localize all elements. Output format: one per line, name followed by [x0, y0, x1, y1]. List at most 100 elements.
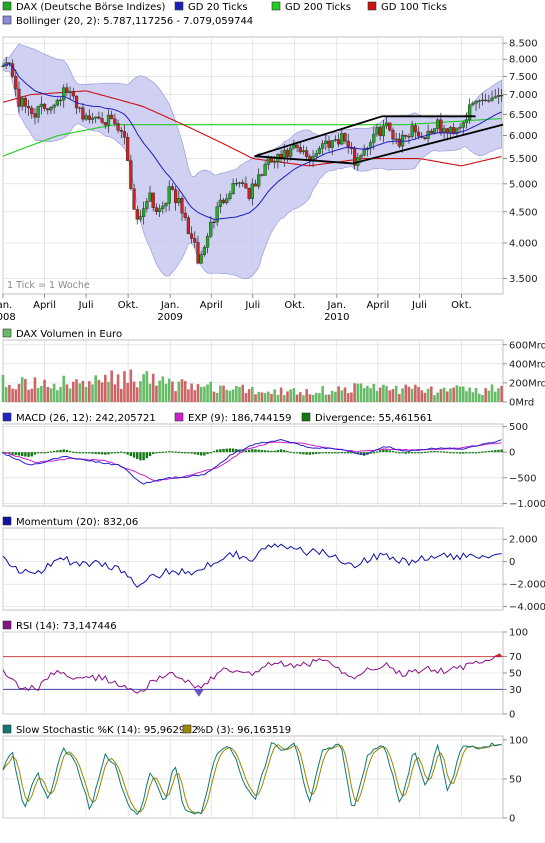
candle-body	[20, 97, 24, 107]
candle	[327, 136, 331, 152]
macd-legend-swatch-1	[174, 412, 184, 422]
candle	[298, 142, 302, 155]
candle-body	[154, 207, 159, 212]
candle	[464, 112, 469, 129]
volume-bar	[244, 393, 248, 402]
volume-bar	[270, 393, 273, 402]
volume-bar	[193, 390, 197, 402]
divergence-bar	[455, 452, 459, 454]
candle	[343, 132, 347, 144]
candle	[480, 93, 485, 106]
candle-body	[314, 153, 318, 157]
candle	[225, 193, 229, 205]
candle-body	[432, 128, 437, 134]
volume-bar	[97, 380, 101, 402]
gd20-line	[2, 63, 502, 220]
candle	[205, 232, 210, 254]
candle	[193, 231, 197, 249]
candle	[113, 113, 117, 127]
stochastic-legend-label-0: Slow Stochastic %K (14): 95,962922	[16, 725, 198, 736]
macd-ytick-label: 0	[509, 448, 515, 459]
divergence-bar	[251, 449, 254, 453]
divergence-bar	[401, 452, 404, 454]
divergence-bar	[49, 451, 53, 453]
momentum-ytick-label: −2.000	[509, 580, 545, 591]
candle	[234, 178, 238, 187]
candle	[129, 154, 133, 191]
macd-legend-label-2: Divergence: 55,461561	[315, 413, 433, 424]
divergence-bar	[177, 451, 180, 453]
candle-body	[292, 144, 296, 149]
candle-body	[65, 87, 69, 93]
volume-bar	[107, 381, 110, 402]
divergence-bar	[158, 451, 161, 454]
divergence-bar	[62, 449, 65, 453]
divergence-bar	[136, 452, 139, 459]
candle-body	[496, 95, 501, 97]
rsi-legend-swatch-0	[2, 620, 12, 630]
stochastic-ytick-label: 100	[509, 735, 528, 746]
candle-body	[468, 104, 472, 120]
volume-bar	[4, 387, 8, 402]
divergence-bar	[302, 452, 305, 455]
momentum-ytick-label: 2.000	[509, 535, 538, 546]
candle	[471, 100, 475, 107]
candle-body	[151, 192, 155, 208]
candle-body	[126, 137, 130, 161]
x-tick-label: Okt.	[118, 300, 139, 311]
candle-body	[110, 114, 114, 120]
candle	[90, 112, 95, 124]
volume-bar	[295, 394, 299, 402]
divergence-bar	[94, 452, 97, 454]
x-tick-label: Okt.	[451, 300, 472, 311]
candle	[10, 59, 15, 78]
volume-bar	[455, 385, 459, 402]
candle	[132, 183, 136, 210]
volume-bar	[14, 389, 18, 402]
volume-bar	[282, 395, 286, 402]
rsi-ytick-label: 50	[509, 669, 522, 680]
divergence-bar	[145, 452, 149, 459]
candle	[260, 173, 264, 177]
candle	[496, 87, 501, 104]
divergence-bar	[100, 452, 104, 455]
volume-bar	[474, 387, 478, 402]
volume-bar	[378, 387, 382, 402]
candle	[20, 96, 24, 111]
divergence-bar	[110, 452, 113, 454]
volume-bar	[241, 384, 245, 402]
divergence-bar	[209, 452, 212, 454]
candle	[148, 185, 152, 202]
candle	[78, 106, 82, 113]
divergence-bar	[276, 450, 280, 453]
volume-bar	[148, 383, 152, 402]
divergence-bar	[462, 452, 465, 454]
candle	[381, 119, 385, 143]
candle	[183, 206, 187, 221]
divergence-bar	[433, 451, 436, 453]
rsi-ytick-label: 70	[509, 652, 522, 663]
candle	[305, 146, 309, 161]
macd-line	[2, 438, 502, 485]
divergence-bar	[235, 449, 238, 453]
divergence-bar	[187, 452, 190, 454]
candle	[36, 105, 40, 123]
candle-body	[448, 127, 453, 133]
divergence-bar	[183, 452, 187, 454]
x-tick-label: Juli	[78, 300, 94, 311]
candle-body	[148, 192, 152, 202]
volume-bar	[158, 380, 161, 402]
volume-bar	[430, 386, 433, 402]
volume-bar	[468, 387, 471, 402]
candle-body	[237, 182, 242, 184]
macd-ytick-label: 500	[509, 422, 528, 433]
candle	[110, 110, 114, 120]
candle-body	[346, 140, 350, 148]
divergence-bar	[203, 452, 206, 456]
x-tick-label: April	[200, 300, 223, 311]
candle	[362, 144, 366, 157]
momentum-line	[2, 543, 502, 588]
price-ytick-label: 8.500	[509, 39, 538, 50]
volume-bar	[414, 384, 417, 402]
divergence-bar	[88, 452, 91, 454]
